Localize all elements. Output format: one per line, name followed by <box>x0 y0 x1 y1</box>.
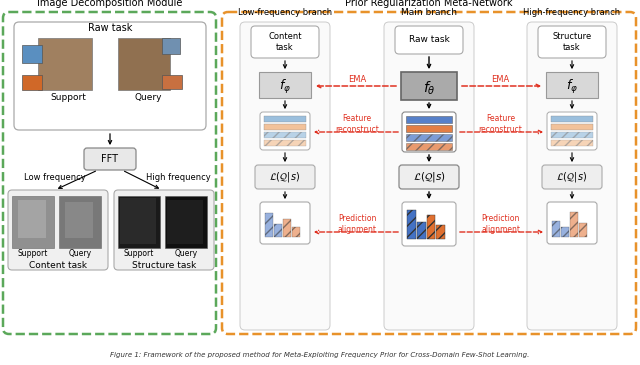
Text: Content
task: Content task <box>268 32 301 52</box>
Text: Feature
reconstruct: Feature reconstruct <box>335 114 379 134</box>
FancyBboxPatch shape <box>399 165 459 189</box>
Bar <box>59 196 101 248</box>
FancyBboxPatch shape <box>402 112 456 152</box>
Text: Figure 1: Framework of the proposed method for Meta-Exploiting Frequency Prior f: Figure 1: Framework of the proposed meth… <box>110 352 530 358</box>
Bar <box>18 200 46 238</box>
Bar <box>406 116 452 123</box>
Bar <box>22 45 42 63</box>
Text: FFT: FFT <box>102 154 118 164</box>
Bar <box>162 75 182 89</box>
FancyBboxPatch shape <box>255 165 315 189</box>
Bar <box>264 124 306 130</box>
Text: $f_{\varphi}$: $f_{\varphi}$ <box>566 78 578 96</box>
FancyBboxPatch shape <box>547 112 597 150</box>
Bar <box>427 215 435 239</box>
Polygon shape <box>401 72 457 100</box>
Text: Low-frequency branch: Low-frequency branch <box>238 8 332 17</box>
Bar <box>417 222 426 239</box>
FancyBboxPatch shape <box>251 26 319 58</box>
Text: Query: Query <box>68 249 92 257</box>
Bar <box>65 202 93 238</box>
FancyBboxPatch shape <box>114 190 214 270</box>
Bar <box>118 38 170 90</box>
Bar <box>579 223 587 237</box>
FancyBboxPatch shape <box>547 202 597 244</box>
Text: Image Decomposition Module: Image Decomposition Module <box>37 0 182 8</box>
Text: Content task: Content task <box>29 261 87 269</box>
Text: Support: Support <box>18 249 48 257</box>
Bar <box>406 125 452 132</box>
Bar <box>120 198 156 244</box>
Text: High-frequency branch: High-frequency branch <box>524 8 621 17</box>
Bar <box>551 116 593 122</box>
FancyBboxPatch shape <box>542 165 602 189</box>
Bar <box>118 196 160 248</box>
Bar <box>561 227 569 237</box>
Text: Support: Support <box>124 249 154 257</box>
FancyBboxPatch shape <box>222 12 636 334</box>
Text: EMA: EMA <box>492 76 509 85</box>
Bar <box>551 132 593 138</box>
Text: Raw task: Raw task <box>88 23 132 33</box>
Bar <box>12 196 54 248</box>
Bar <box>265 213 273 237</box>
Bar <box>406 143 452 150</box>
Text: Structure
task: Structure task <box>552 32 591 52</box>
Text: Main branch: Main branch <box>401 8 457 17</box>
FancyBboxPatch shape <box>260 112 310 150</box>
Text: Low frequency: Low frequency <box>24 173 86 182</box>
Bar <box>407 210 416 239</box>
Text: $\mathcal{L}(\mathcal{Q}|s)$: $\mathcal{L}(\mathcal{Q}|s)$ <box>269 170 301 184</box>
FancyBboxPatch shape <box>538 26 606 58</box>
Bar <box>292 227 300 237</box>
FancyBboxPatch shape <box>384 22 474 330</box>
Bar <box>38 38 92 90</box>
Bar <box>264 116 306 122</box>
Bar <box>165 196 207 248</box>
Bar <box>570 212 578 237</box>
FancyBboxPatch shape <box>395 26 463 54</box>
Text: Query: Query <box>134 93 162 103</box>
Text: EMA: EMA <box>348 76 366 85</box>
Bar <box>264 140 306 146</box>
Bar <box>264 132 306 138</box>
Text: $f_{\varphi}$: $f_{\varphi}$ <box>279 78 291 96</box>
Text: Support: Support <box>50 93 86 103</box>
Text: Query: Query <box>175 249 198 257</box>
Bar <box>552 221 560 237</box>
FancyBboxPatch shape <box>8 190 108 270</box>
Bar <box>162 38 180 54</box>
FancyBboxPatch shape <box>240 22 330 330</box>
Text: Structure task: Structure task <box>132 261 196 269</box>
Bar <box>406 134 452 141</box>
FancyBboxPatch shape <box>402 202 456 246</box>
Bar <box>436 225 445 239</box>
Bar <box>551 124 593 130</box>
Text: Raw task: Raw task <box>408 35 449 45</box>
FancyBboxPatch shape <box>3 12 216 334</box>
Text: Feature
reconstruct: Feature reconstruct <box>479 114 522 134</box>
Text: Prior Regularization Meta-Network: Prior Regularization Meta-Network <box>345 0 513 8</box>
Bar <box>551 140 593 146</box>
FancyBboxPatch shape <box>14 22 206 130</box>
Polygon shape <box>546 72 598 98</box>
Polygon shape <box>259 72 311 98</box>
FancyBboxPatch shape <box>84 148 136 170</box>
Bar <box>22 75 42 90</box>
Text: Prediction
alignment: Prediction alignment <box>481 214 520 234</box>
FancyBboxPatch shape <box>260 202 310 244</box>
Bar <box>283 219 291 237</box>
Text: High frequency: High frequency <box>146 173 211 182</box>
FancyBboxPatch shape <box>527 22 617 330</box>
Bar <box>167 200 203 244</box>
Text: Prediction
alignment: Prediction alignment <box>337 214 376 234</box>
Bar <box>274 224 282 237</box>
Text: $\mathcal{L}(\mathcal{Q}|s)$: $\mathcal{L}(\mathcal{Q}|s)$ <box>556 170 588 184</box>
Text: $\mathcal{L}(\mathcal{Q}|s)$: $\mathcal{L}(\mathcal{Q}|s)$ <box>413 170 445 184</box>
Text: $f_{\theta}$: $f_{\theta}$ <box>422 79 435 97</box>
